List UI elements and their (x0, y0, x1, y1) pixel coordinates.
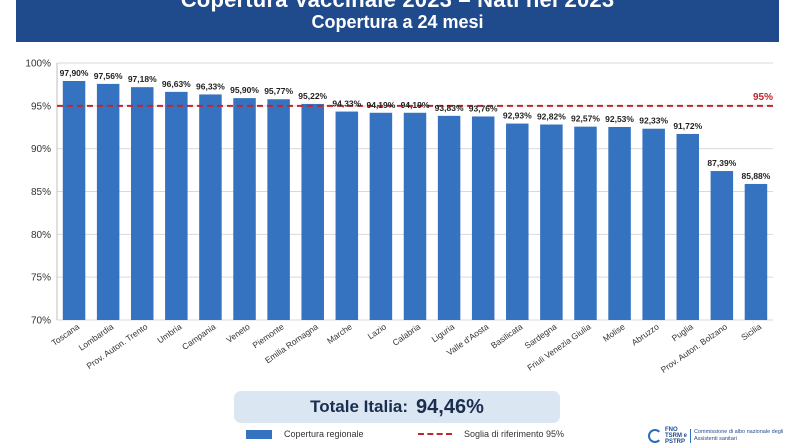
legend-line: Soglia di riferimento 95% (418, 429, 564, 439)
y-tick-label: 90% (31, 144, 51, 155)
x-tick-label: Calabria (390, 321, 422, 348)
logo-mark-icon (648, 429, 662, 443)
logo-abbreviation: FNO TSRM e PSTRP (665, 427, 688, 445)
data-label: 92,33% (639, 116, 668, 126)
data-label: 95,22% (298, 91, 327, 101)
data-label: 95,90% (230, 85, 259, 95)
bar (608, 126, 631, 320)
fno-logo: FNO TSRM e PSTRP Commissione di albo naz… (648, 425, 788, 447)
data-label: 95,77% (264, 86, 293, 96)
bar (574, 126, 597, 320)
total-value: 94,46% (416, 395, 484, 418)
bar (471, 116, 495, 321)
y-tick-label: 100% (25, 59, 51, 70)
bar (335, 111, 359, 320)
y-tick-label: 80% (31, 230, 51, 241)
bar (165, 91, 188, 321)
x-tick-label: Campania (180, 321, 218, 352)
chart-subtitle: Copertura a 24 mesi (311, 12, 484, 32)
bar (540, 124, 563, 320)
bar (437, 115, 461, 321)
bar (642, 128, 665, 320)
data-label: 92,93% (503, 111, 532, 121)
bar (233, 98, 256, 320)
x-tick-label: Marche (325, 321, 354, 346)
y-tick-label: 75% (31, 273, 51, 284)
data-label: 97,56% (94, 71, 123, 81)
x-tick-label: Basilicata (489, 321, 525, 350)
total-italia-box: Totale Italia: 94,46% (234, 391, 560, 423)
x-tick-label: Liguria (430, 321, 457, 344)
data-label: 92,57% (571, 114, 600, 124)
bar (199, 94, 222, 320)
data-label: 92,53% (605, 114, 634, 124)
data-label: 93,76% (469, 103, 498, 113)
bar (710, 171, 734, 320)
data-label: 93,83% (435, 103, 464, 113)
bar (676, 133, 700, 320)
y-tick-label: 70% (31, 316, 51, 327)
bar (267, 99, 290, 320)
y-tick-label: 85% (31, 187, 51, 198)
x-tick-label: Umbria (155, 321, 183, 345)
x-tick-label: Lazio (366, 321, 389, 341)
data-label: 94,19% (401, 100, 430, 110)
bar (744, 183, 768, 320)
x-tick-label: Veneto (224, 321, 252, 345)
bar-chart: 70% 75% 80% 85% 90% 95% 100% 95% 97,90% 97,56% 97,… (25, 59, 773, 375)
bar (403, 112, 427, 320)
bar (301, 103, 324, 320)
data-label: 91,72% (673, 121, 702, 131)
bar (506, 123, 529, 320)
legend-line-label: Soglia di riferimento 95% (464, 429, 565, 439)
legend-bars-label: Copertura regionale (284, 429, 364, 439)
x-tick-label: Prov. Auton. Trento (85, 321, 150, 371)
chart-header: Copertura Vaccinale 2023 – Nati nel 2023… (16, 0, 779, 42)
x-tick-label: Molise (601, 321, 627, 343)
data-label: 92,82% (537, 112, 566, 122)
x-tick-label: Abruzzo (630, 321, 662, 347)
logo-description: Commissione di albo nazionale degli Assi… (690, 429, 783, 443)
data-label: 97,90% (60, 68, 89, 78)
data-label: 96,33% (196, 81, 225, 91)
data-label: 96,63% (162, 79, 191, 89)
bar (130, 87, 154, 320)
x-tick-label: Friuli Venezia Giulia (525, 321, 592, 372)
data-label: 85,88% (742, 171, 771, 181)
x-tick-label: Sicilia (739, 321, 763, 342)
data-label: 97,18% (128, 74, 157, 84)
total-label: Totale Italia: (310, 397, 409, 416)
bar (369, 112, 393, 320)
data-label: 94,33% (332, 99, 361, 109)
legend-bar-swatch (246, 429, 272, 439)
data-label: 87,39% (707, 158, 736, 168)
data-label: 94,19% (366, 100, 395, 110)
bar (62, 80, 86, 320)
y-tick-label: 95% (31, 101, 51, 112)
x-tick-label: Puglia (670, 321, 695, 343)
chart-title: Copertura Vaccinale 2023 – Nati nel 2023 (16, 0, 779, 13)
reference-line-label: 95% (753, 92, 773, 103)
bar (96, 83, 120, 320)
legend-line-swatch (418, 433, 452, 435)
legend-bars: Copertura regionale (246, 429, 364, 439)
